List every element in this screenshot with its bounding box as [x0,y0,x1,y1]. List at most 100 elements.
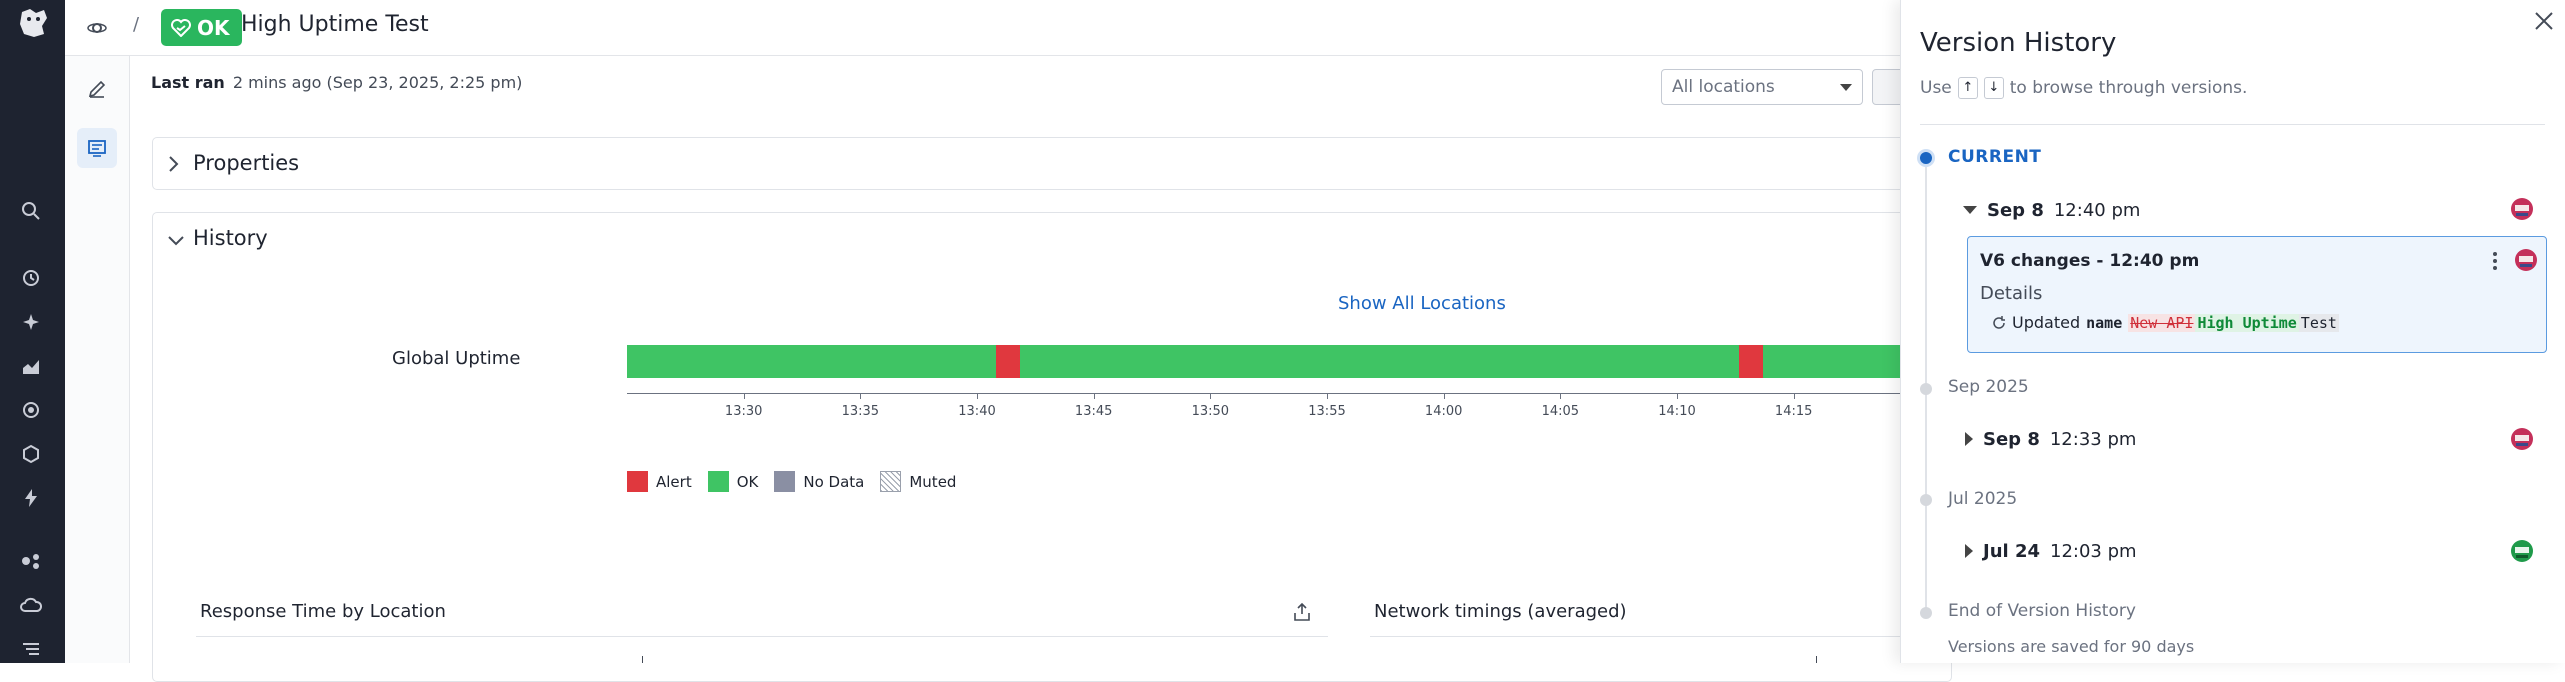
cloud-icon[interactable] [18,594,44,616]
avatar [2511,428,2533,450]
breadcrumb-separator: / [133,14,140,35]
drawer-divider [1920,124,2545,125]
chevron-down-icon[interactable] [167,231,185,250]
version-time: 12:40 pm [2053,199,2141,221]
status-badge-label: OK [197,15,230,40]
axis-tick-label: 13:55 [1308,404,1346,419]
timeline-dot [1920,494,1932,506]
sparkle-icon[interactable] [18,311,44,333]
end-of-history-label: End of Version History [1948,601,2136,621]
version-time: 12:33 pm [2049,428,2137,450]
axis-tick-label: 14:05 [1541,404,1580,419]
version-time: 12:03 pm [2050,540,2137,562]
axis-tick [1327,393,1328,399]
timeline-dot-current [1920,152,1932,164]
updated-label: Updated [2012,313,2081,332]
axis-tick-label: 14:15 [1774,404,1813,419]
test-details-icon[interactable] [77,128,117,168]
last-ran: Last ran 2 mins ago (Sep 23, 2025, 2:25 p… [151,73,522,92]
export-icon[interactable] [1292,602,1312,626]
left-nav [0,0,65,663]
version-date: Jul 24 [1983,540,2040,562]
change-line: Updated name New API High Uptime Test [1992,313,2339,332]
axis-tick-label: 13:45 [1074,404,1113,419]
properties-panel[interactable]: Properties [152,137,1952,190]
details-label[interactable]: Details [1980,283,2043,304]
card-divider [196,636,1328,637]
legend-swatch-ok [707,471,729,492]
axis-tick [860,393,862,399]
axis-tick-label: 13:35 [841,404,880,419]
added-text: High Uptime [2195,313,2299,332]
synthetics-icon[interactable] [85,16,109,40]
datadog-logo-icon[interactable] [14,6,52,40]
changed-field: name [2086,313,2123,332]
axis-tick-label: 14:10 [1658,404,1696,419]
chart-axis-stub [642,656,643,663]
legend-swatch-alert [627,471,648,492]
last-ran-label: Last ran [151,73,225,92]
axis-tick [1093,393,1095,399]
current-label: CURRENT [1948,147,2042,167]
version-date: Sep 8 [1987,199,2044,221]
caret-down-icon [1963,206,1977,214]
axis-tick [743,393,745,399]
version-change-card[interactable]: V6 changes - 12:40 pm Details Updated na… [1967,236,2547,353]
version-row-sep-8[interactable]: Sep 8 12:33 pm [1965,424,2136,454]
uptime-alert-segment[interactable] [1739,345,1763,378]
lightning-icon[interactable] [18,487,44,509]
locations-select[interactable]: All locations [1661,69,1863,105]
axis-tick [1443,393,1445,399]
group-label-jul-2025: Jul 2025 [1948,489,2018,509]
axis-tick-label: 13:50 [1191,404,1230,419]
services-icon[interactable] [18,550,44,572]
dashboards-icon[interactable] [18,355,44,377]
uptime-alert-segment[interactable] [996,345,1020,378]
group-label-sep-2025: Sep 2025 [1948,377,2029,397]
locations-select-value: All locations [1672,77,1775,97]
axis-tick [977,393,978,399]
axis-tick [1560,393,1562,399]
properties-title: Properties [193,151,300,175]
chevron-right-icon [167,155,179,177]
timeline-dot [1920,383,1932,395]
show-all-locations-link[interactable]: Show All Locations [1338,293,1506,314]
avatar [2511,540,2533,562]
page-title: High Uptime Test [241,12,429,37]
global-uptime-bar[interactable] [627,345,2027,378]
response-time-card-title: Response Time by Location [200,601,446,622]
logs-icon[interactable] [18,638,44,660]
last-ran-value: 2 mins ago (Sep 23, 2025, 2:25 pm) [232,73,523,92]
version-row-jul-24[interactable]: Jul 24 12:03 pm [1965,536,2137,566]
version-row-current[interactable]: Sep 8 12:40 pm [1963,195,2140,225]
history-icon[interactable] [18,267,44,289]
page-header: / OK High Uptime Test [65,0,1900,56]
drawer-title: Version History [1920,28,2117,58]
version-date: Sep 8 [1983,428,2040,450]
global-uptime-label: Global Uptime [392,348,521,369]
avatar [2515,249,2537,271]
integrations-icon[interactable] [18,443,44,465]
axis-tick-label: 13:30 [724,404,763,419]
chevron-down-icon [1840,84,1852,91]
caret-right-icon [1965,432,1973,446]
axis-tick [1210,393,1212,399]
arrow-up-key: ↑ [1957,77,1978,99]
legend-label-muted: Muted [909,472,957,491]
history-title: History [193,226,268,250]
caret-right-icon [1965,544,1973,558]
uptime-legend: Alert OK No Data Muted [627,471,956,492]
card-divider [1370,636,1900,637]
edit-icon[interactable] [77,69,117,109]
keyboard-hint: Use ↑ ↓ to browse through versions. [1920,77,2247,99]
timeline-dot [1920,607,1932,619]
close-icon[interactable] [2531,8,2557,34]
more-options-icon[interactable] [2488,249,2502,273]
axis-tick [1677,393,1678,399]
legend-swatch-no-data [774,471,796,492]
monitors-icon[interactable] [18,399,44,421]
search-icon[interactable] [18,200,44,222]
chart-axis-stub [1816,656,1817,663]
network-timings-card-title: Network timings (averaged) [1374,601,1627,622]
refresh-icon [1993,315,2005,329]
